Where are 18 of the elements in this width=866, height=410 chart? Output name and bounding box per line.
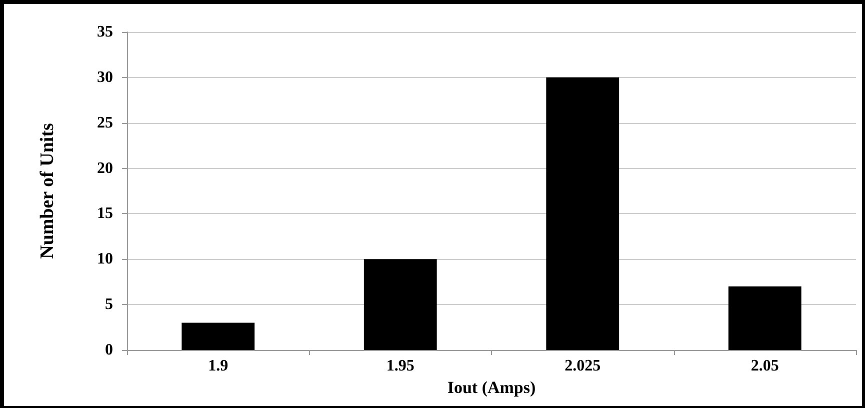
bar (728, 286, 802, 350)
bar (182, 322, 255, 350)
y-tick-label: 5 (105, 296, 113, 314)
y-tick-label: 30 (97, 68, 113, 86)
y-tick-label: 15 (97, 205, 113, 222)
x-axis-title: Iout (Amps) (447, 378, 536, 397)
y-tick-label: 20 (97, 160, 113, 177)
bar (364, 259, 437, 350)
x-tick-label: 1.95 (386, 358, 414, 374)
x-tick-label: 2.025 (564, 358, 601, 374)
y-axis-title: Number of Units (37, 123, 58, 259)
y-tick-label: 35 (97, 24, 113, 40)
y-tick-label: 0 (105, 342, 113, 358)
y-tick-label: 25 (97, 114, 113, 132)
bar (546, 77, 620, 350)
x-tick-label: 2.05 (750, 358, 779, 374)
x-tick-label: 1.9 (208, 358, 228, 374)
y-tick-label: 10 (97, 250, 113, 268)
